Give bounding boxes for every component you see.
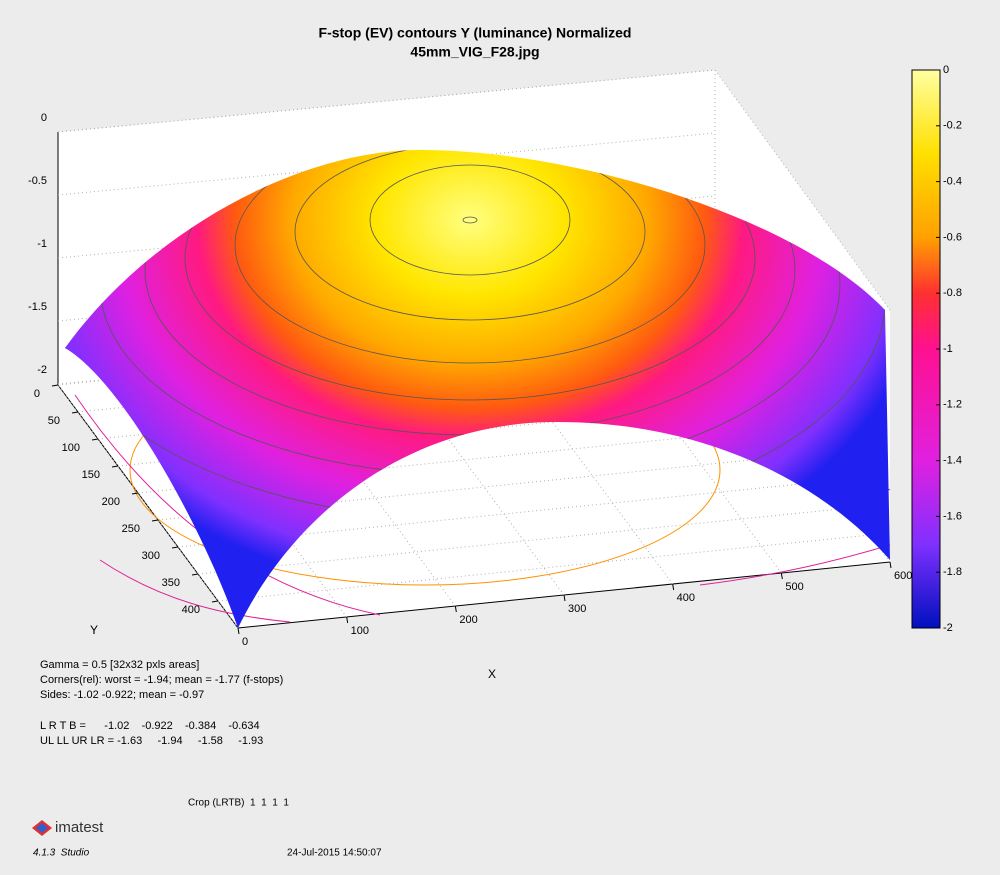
tick-mark <box>51 384 59 387</box>
colorbar-tick-label: -0.6 <box>943 231 962 243</box>
y-tick-label: 350 <box>162 577 180 589</box>
box-edge <box>714 69 891 311</box>
logo: imatest <box>55 819 104 836</box>
colorbar-tick-label: 0 <box>943 64 949 76</box>
logo-icon <box>32 820 52 836</box>
z-tick-label: -0.5 <box>28 175 47 187</box>
tick-mark <box>563 594 566 602</box>
tick-mark <box>171 546 179 549</box>
tick-mark <box>672 583 675 591</box>
colorbar-tick-label: -1.6 <box>943 510 962 522</box>
y-tick-label: 150 <box>82 469 100 481</box>
z-tick-label: -1 <box>37 238 47 250</box>
y-tick-label: 50 <box>48 415 60 427</box>
tick-mark <box>131 492 139 495</box>
colorbar-tick-label: -1.8 <box>943 566 962 578</box>
y-tick-label: 200 <box>102 496 120 508</box>
y-tick-label: 100 <box>62 442 80 454</box>
tick-mark <box>151 519 159 522</box>
tick-mark <box>91 438 99 441</box>
x-tick-label: 200 <box>459 614 477 626</box>
note: UL LL UR LR = -1.63 -1.94 -1.58 -1.93 <box>40 735 263 747</box>
chart-subtitle: 45mm_VIG_F28.jpg <box>410 44 539 60</box>
note: Gamma = 0.5 [32x32 pxls areas] <box>40 659 199 671</box>
x-tick-label: 600 <box>894 570 912 582</box>
note: L R T B = -1.02 -0.922 -0.384 -0.634 <box>40 720 260 732</box>
y-axis-label: Y <box>90 623 98 637</box>
x-tick-label: 100 <box>351 625 369 637</box>
tick-mark <box>889 561 892 569</box>
colorbar <box>911 69 941 629</box>
y-tick-label: 300 <box>142 550 160 562</box>
date: 24-Jul-2015 14:50:07 <box>287 848 382 859</box>
tick-mark <box>111 465 119 468</box>
tick-mark <box>71 411 79 414</box>
x-tick-label: 500 <box>785 581 803 593</box>
colorbar-tick-label: -1.4 <box>943 455 962 467</box>
version: 4.1.3 Studio <box>33 848 90 859</box>
x-tick-label: 400 <box>677 592 695 604</box>
colorbar-tick-label: -1.2 <box>943 399 962 411</box>
z-tick-label: -2 <box>37 364 47 376</box>
x-axis-label: X <box>488 667 496 681</box>
x-tick-label: 0 <box>242 636 248 648</box>
surface <box>65 150 890 628</box>
colorbar-tick-label: -1 <box>943 343 953 355</box>
y-tick-label: 400 <box>182 604 200 616</box>
crop-info: Crop (LRTB) 1 1 1 1 <box>188 798 289 809</box>
colorbar-tick-label: -0.8 <box>943 287 962 299</box>
tick-mark <box>780 572 783 580</box>
x-tick-label: 300 <box>568 603 586 615</box>
tick-mark <box>211 600 219 603</box>
note: Corners(rel): worst = -1.94; mean = -1.7… <box>40 674 283 686</box>
colorbar-tick-label: -0.2 <box>943 120 962 132</box>
note: Sides: -1.02 -0.922; mean = -0.97 <box>40 689 204 701</box>
tick-mark <box>191 573 199 576</box>
chart-title: F-stop (EV) contours Y (luminance) Norma… <box>319 25 632 41</box>
tick-mark <box>454 605 457 613</box>
tick-mark <box>237 627 240 635</box>
z-tick-label: -1.5 <box>28 301 47 313</box>
y-tick-label: 250 <box>122 523 140 535</box>
colorbar-tick-label: -2 <box>943 622 953 634</box>
tick-mark <box>346 616 349 624</box>
grid-line <box>57 384 239 629</box>
y-tick-label: 0 <box>34 388 40 400</box>
colorbar-tick-label: -0.4 <box>943 176 962 188</box>
z-tick-label: 0 <box>41 112 47 124</box>
